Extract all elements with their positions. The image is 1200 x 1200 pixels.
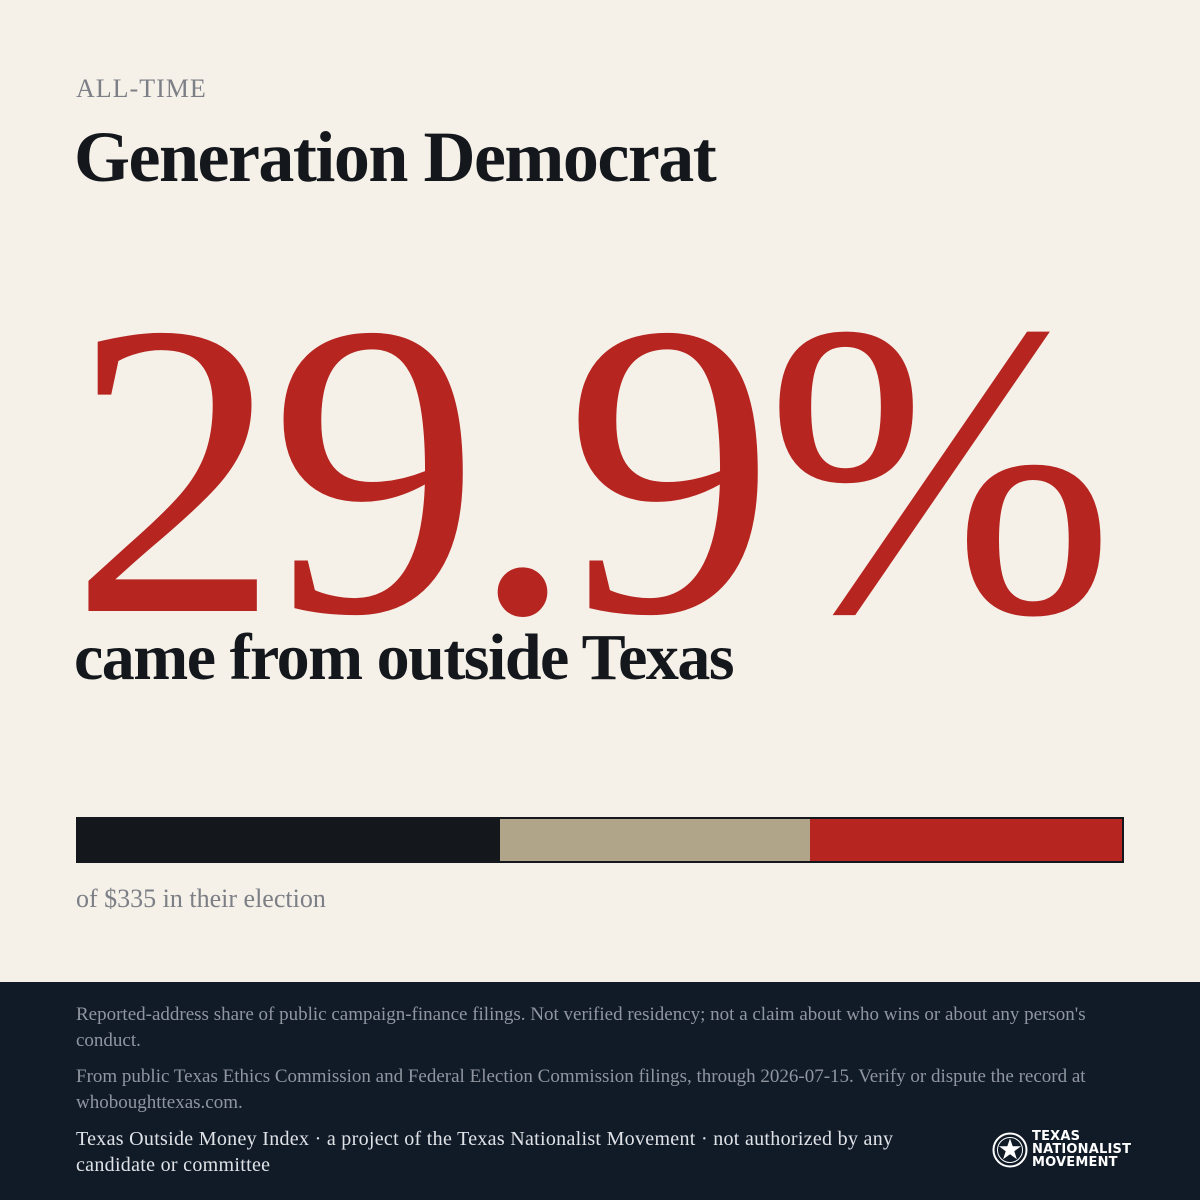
brand-logo: TEXAS NATIONALIST MOVEMENT bbox=[992, 1130, 1131, 1169]
brand-wordmark: TEXAS NATIONALIST MOVEMENT bbox=[1032, 1130, 1131, 1169]
share-bar bbox=[76, 817, 1124, 863]
star-seal-icon bbox=[992, 1132, 1028, 1167]
disclaimer-note: Reported-address share of public campaig… bbox=[76, 1004, 1086, 1051]
credit-line: Texas Outside Money Index · a project of… bbox=[76, 1128, 894, 1176]
outside-share-caption: came from outside Texas bbox=[74, 621, 735, 694]
share-segment-unknown bbox=[499, 819, 810, 861]
share-segment-outside bbox=[809, 819, 1122, 861]
candidate-name: Generation Democrat bbox=[74, 117, 717, 197]
footer: Reported-address share of public campaig… bbox=[0, 982, 1200, 1200]
period-label: ALL-TIME bbox=[76, 74, 207, 103]
outside-share-value: 29.9% bbox=[70, 237, 1115, 702]
share-segment-instate bbox=[78, 819, 500, 861]
total-amount-text: of $335 in their election bbox=[76, 884, 326, 913]
brand-line-2: NATIONALIST bbox=[1032, 1142, 1132, 1157]
source-note: From public Texas Ethics Commission and … bbox=[76, 1066, 1086, 1113]
brand-line-1: TEXAS bbox=[1032, 1129, 1081, 1144]
brand-line-3: MOVEMENT bbox=[1032, 1155, 1118, 1170]
